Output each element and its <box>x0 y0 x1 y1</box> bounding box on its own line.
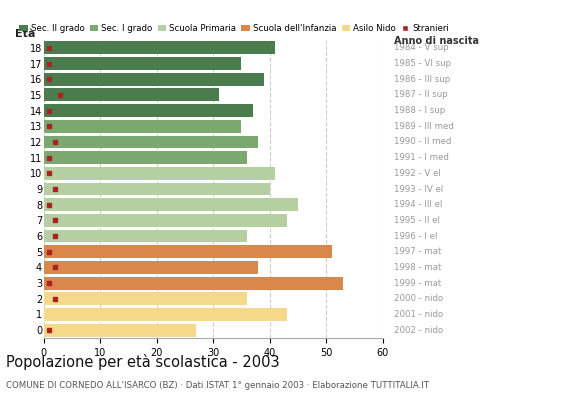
Text: 1994 - III el: 1994 - III el <box>393 200 442 209</box>
Bar <box>44 151 247 164</box>
Text: 1989 - III med: 1989 - III med <box>393 122 454 131</box>
Text: 1995 - II el: 1995 - II el <box>393 216 440 225</box>
Text: 1984 - V sup: 1984 - V sup <box>393 43 448 52</box>
Bar <box>44 42 276 54</box>
Text: 1987 - II sup: 1987 - II sup <box>393 90 447 99</box>
Text: 1998 - mat: 1998 - mat <box>393 263 441 272</box>
Text: 1985 - VI sup: 1985 - VI sup <box>393 59 451 68</box>
Bar <box>44 120 241 133</box>
Text: 1986 - III sup: 1986 - III sup <box>393 75 450 84</box>
Text: 1993 - IV el: 1993 - IV el <box>393 184 443 194</box>
Text: 1997 - mat: 1997 - mat <box>393 247 441 256</box>
Text: 1990 - II med: 1990 - II med <box>393 138 451 146</box>
Bar <box>44 136 258 148</box>
Text: 1999 - mat: 1999 - mat <box>393 279 441 288</box>
Text: 1988 - I sup: 1988 - I sup <box>393 106 445 115</box>
Bar <box>44 73 264 86</box>
Bar <box>44 308 287 321</box>
Bar <box>44 245 332 258</box>
Bar <box>44 167 276 180</box>
Text: 2001 - nido: 2001 - nido <box>393 310 443 319</box>
Bar <box>44 214 287 227</box>
Text: 2000 - nido: 2000 - nido <box>393 294 443 303</box>
Bar <box>44 57 241 70</box>
Text: Età: Età <box>14 28 35 38</box>
Bar <box>44 324 196 336</box>
Bar <box>44 104 253 117</box>
Bar <box>44 292 247 305</box>
Bar <box>44 88 219 101</box>
Text: Anno di nascita: Anno di nascita <box>393 36 478 46</box>
Legend: Sec. II grado, Sec. I grado, Scuola Primaria, Scuola dell'Infanzia, Asilo Nido, : Sec. II grado, Sec. I grado, Scuola Prim… <box>19 24 450 33</box>
Text: 1991 - I med: 1991 - I med <box>393 153 448 162</box>
Text: 2002 - nido: 2002 - nido <box>393 326 443 335</box>
Bar <box>44 277 343 290</box>
Bar <box>44 198 298 211</box>
Bar <box>44 230 247 242</box>
Text: COMUNE DI CORNEDO ALL'ISARCO (BZ) · Dati ISTAT 1° gennaio 2003 · Elaborazione TU: COMUNE DI CORNEDO ALL'ISARCO (BZ) · Dati… <box>6 381 429 390</box>
Text: Popolazione per età scolastica - 2003: Popolazione per età scolastica - 2003 <box>6 354 280 370</box>
Bar <box>44 261 258 274</box>
Text: 1996 - I el: 1996 - I el <box>393 232 437 240</box>
Text: 1992 - V el: 1992 - V el <box>393 169 440 178</box>
Bar <box>44 182 270 196</box>
